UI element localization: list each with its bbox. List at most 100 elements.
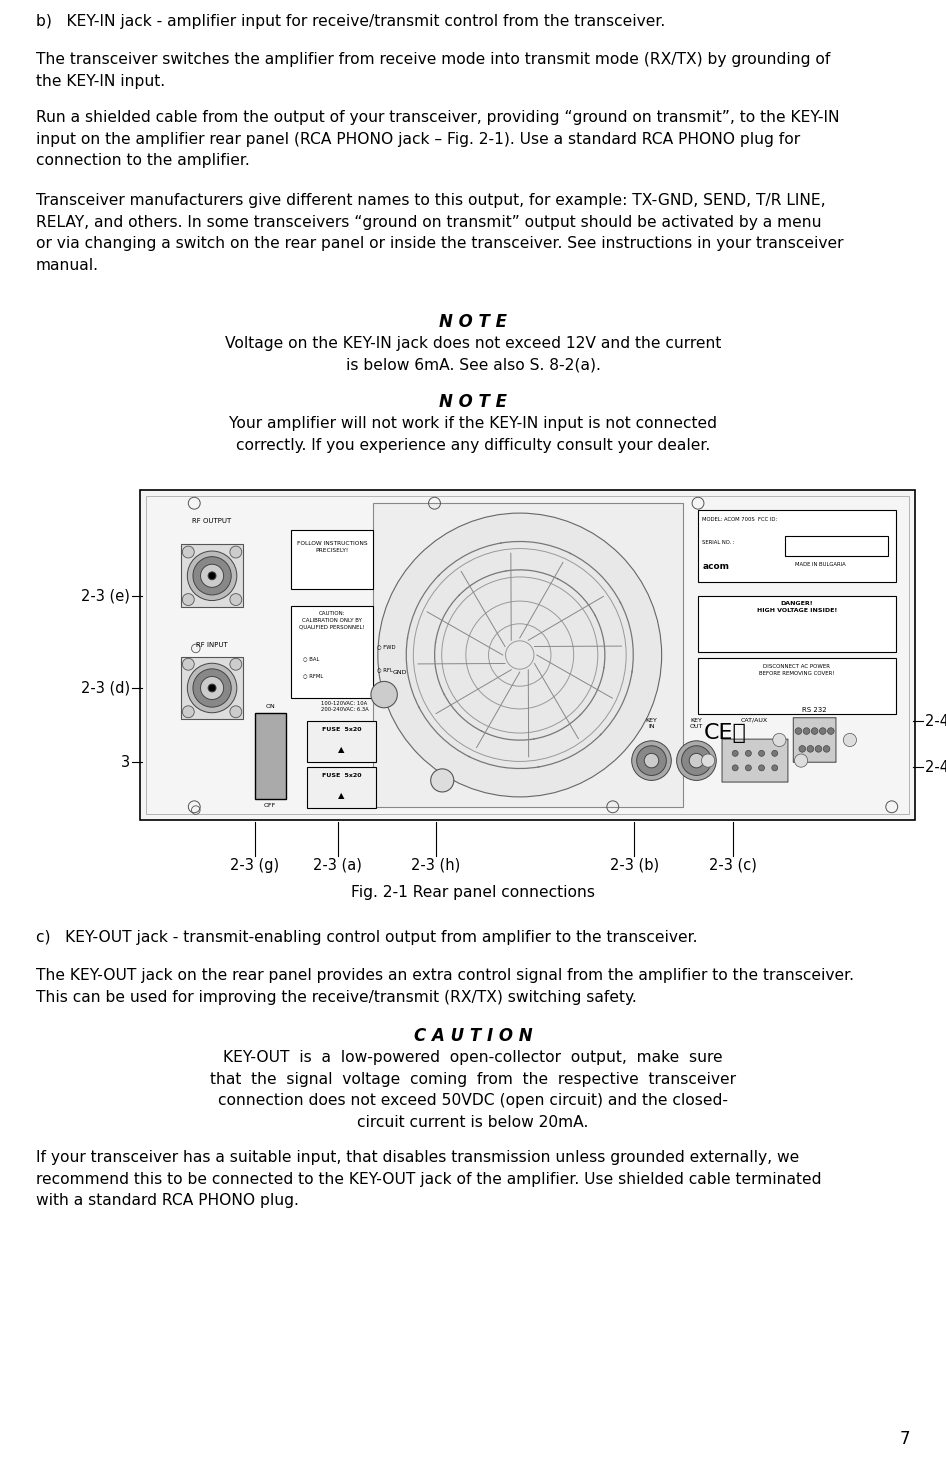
Text: OFF: OFF — [264, 803, 276, 807]
Circle shape — [745, 765, 751, 771]
Circle shape — [702, 755, 714, 768]
Text: 2-3 (h): 2-3 (h) — [412, 857, 461, 873]
FancyBboxPatch shape — [307, 721, 377, 762]
Text: RF OUTPUT: RF OUTPUT — [192, 518, 232, 524]
Circle shape — [732, 750, 738, 756]
Circle shape — [799, 746, 806, 752]
Circle shape — [812, 728, 818, 734]
Text: KEY
OUT: KEY OUT — [690, 718, 703, 730]
Circle shape — [193, 669, 231, 708]
Circle shape — [796, 728, 802, 734]
Text: 2-3 (d): 2-3 (d) — [80, 681, 130, 696]
Text: FUSE  5x20: FUSE 5x20 — [322, 774, 361, 778]
Text: FOLLOW INSTRUCTIONS
PRECISELY!: FOLLOW INSTRUCTIONS PRECISELY! — [296, 542, 367, 553]
FancyBboxPatch shape — [794, 718, 836, 762]
Circle shape — [745, 750, 751, 756]
Text: CAT/AUX: CAT/AUX — [741, 718, 768, 722]
Circle shape — [759, 765, 764, 771]
FancyBboxPatch shape — [181, 545, 243, 608]
Circle shape — [183, 658, 194, 671]
Circle shape — [371, 681, 397, 708]
FancyBboxPatch shape — [698, 658, 896, 715]
Text: ○ BAL: ○ BAL — [304, 656, 320, 662]
Text: CEⓄ: CEⓄ — [704, 722, 746, 743]
Circle shape — [183, 593, 194, 605]
Text: KEY-OUT  is  a  low-powered  open-collector  output,  make  sure
that  the  sign: KEY-OUT is a low-powered open-collector … — [210, 1050, 736, 1130]
Text: Run a shielded cable from the output of your transceiver, providing “ground on t: Run a shielded cable from the output of … — [36, 110, 839, 169]
Circle shape — [183, 706, 194, 718]
Text: ○ RFML: ○ RFML — [304, 674, 324, 678]
Text: C A U T I O N: C A U T I O N — [413, 1028, 533, 1045]
Text: 7: 7 — [900, 1430, 910, 1447]
FancyBboxPatch shape — [291, 530, 373, 589]
FancyBboxPatch shape — [181, 656, 243, 719]
Text: RF INPUT: RF INPUT — [196, 642, 228, 647]
Text: KEY
IN: KEY IN — [645, 718, 657, 730]
Text: The transceiver switches the amplifier from receive mode into transmit mode (RX/: The transceiver switches the amplifier f… — [36, 51, 831, 88]
Text: Voltage on the KEY-IN jack does not exceed 12V and the current
is below 6mA. See: Voltage on the KEY-IN jack does not exce… — [225, 336, 721, 373]
FancyBboxPatch shape — [254, 713, 286, 799]
Text: N O T E: N O T E — [439, 393, 507, 411]
Circle shape — [732, 765, 738, 771]
Text: acom: acom — [703, 562, 730, 571]
Text: MADE IN BULGARIA: MADE IN BULGARIA — [796, 562, 846, 567]
Circle shape — [230, 658, 242, 671]
Text: 2-3 (b): 2-3 (b) — [610, 857, 659, 873]
Circle shape — [208, 573, 216, 580]
Circle shape — [773, 734, 786, 747]
Circle shape — [193, 556, 231, 595]
FancyBboxPatch shape — [785, 536, 887, 556]
FancyBboxPatch shape — [698, 509, 896, 583]
Text: 2-3 (a): 2-3 (a) — [313, 857, 362, 873]
Text: ON: ON — [265, 703, 275, 709]
Circle shape — [183, 546, 194, 558]
Text: 2-3 (c): 2-3 (c) — [709, 857, 757, 873]
Circle shape — [843, 734, 856, 747]
Text: CAUTION:
CALIBRATION ONLY BY
QUALIFIED PERSONNEL!: CAUTION: CALIBRATION ONLY BY QUALIFIED P… — [299, 611, 365, 630]
Circle shape — [187, 664, 236, 713]
Circle shape — [230, 593, 242, 605]
Circle shape — [430, 769, 454, 791]
FancyBboxPatch shape — [291, 605, 373, 697]
Text: ○ RFL: ○ RFL — [377, 668, 393, 672]
Circle shape — [377, 514, 661, 797]
Circle shape — [632, 741, 672, 781]
Circle shape — [815, 746, 822, 752]
Circle shape — [682, 746, 711, 775]
Circle shape — [795, 755, 808, 768]
Text: DANGER!
HIGH VOLTAGE INSIDE!: DANGER! HIGH VOLTAGE INSIDE! — [757, 602, 837, 614]
Text: RS 232: RS 232 — [802, 706, 827, 713]
Text: 2-3 (e): 2-3 (e) — [81, 589, 130, 603]
Circle shape — [772, 765, 778, 771]
Text: b)   KEY-IN jack - amplifier input for receive/transmit control from the transce: b) KEY-IN jack - amplifier input for rec… — [36, 15, 665, 29]
Text: ▲: ▲ — [339, 791, 344, 800]
Text: ▲: ▲ — [339, 744, 344, 753]
Text: If your transceiver has a suitable input, that disables transmission unless grou: If your transceiver has a suitable input… — [36, 1149, 821, 1208]
Circle shape — [803, 728, 810, 734]
Circle shape — [201, 564, 223, 587]
Text: FUSE  5x20: FUSE 5x20 — [322, 727, 361, 733]
Text: DISCONNECT AC POWER
BEFORE REMOVING COVER!: DISCONNECT AC POWER BEFORE REMOVING COVE… — [759, 664, 834, 675]
Text: 3: 3 — [121, 755, 130, 769]
Circle shape — [828, 728, 834, 734]
Circle shape — [690, 753, 704, 768]
Text: ○ FWD: ○ FWD — [377, 644, 395, 649]
Text: GND: GND — [393, 669, 407, 675]
FancyBboxPatch shape — [698, 596, 896, 652]
Circle shape — [637, 746, 666, 775]
Circle shape — [644, 753, 658, 768]
Circle shape — [201, 677, 223, 700]
Circle shape — [823, 746, 830, 752]
Circle shape — [807, 746, 814, 752]
Text: SERIAL NO. :: SERIAL NO. : — [702, 540, 734, 545]
Text: 2-4 (a): 2-4 (a) — [925, 760, 946, 775]
Text: Fig. 2-1 Rear panel connections: Fig. 2-1 Rear panel connections — [351, 885, 595, 900]
Circle shape — [759, 750, 764, 756]
Circle shape — [187, 550, 236, 600]
Text: 2-3 (g): 2-3 (g) — [230, 857, 279, 873]
Text: Transceiver manufacturers give different names to this output, for example: TX-G: Transceiver manufacturers give different… — [36, 192, 844, 273]
FancyBboxPatch shape — [373, 504, 682, 807]
Text: 2-4 (b): 2-4 (b) — [925, 713, 946, 728]
FancyBboxPatch shape — [140, 490, 915, 821]
Text: 100-120VAC: 10A
200-240VAC: 6.3A: 100-120VAC: 10A 200-240VAC: 6.3A — [321, 702, 368, 712]
